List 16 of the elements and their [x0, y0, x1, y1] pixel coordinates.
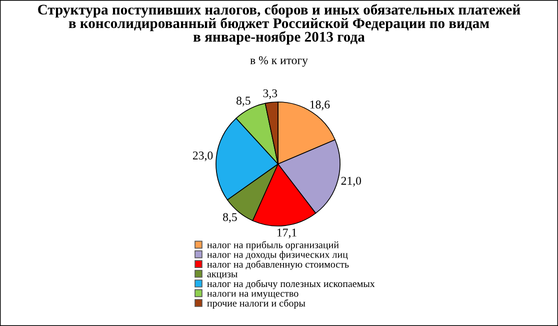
legend-label: акцизы: [207, 272, 238, 280]
legend-label: прочие налоги и сборы: [207, 299, 306, 309]
legend-label: налог на доходы физических лиц: [207, 250, 348, 260]
legend-label: налог на добычу полезных ископаемых: [207, 280, 375, 290]
legend-label: налоги на имущество: [207, 292, 298, 299]
data-label: 17,1: [277, 228, 296, 238]
data-label: 8,5: [223, 213, 237, 223]
data-label: 18,6: [310, 100, 330, 110]
chart-subtitle: в % к итогу: [250, 56, 308, 67]
data-label: 23,0: [192, 152, 213, 162]
data-label: 8,5: [236, 96, 250, 106]
legend-label: налог на добавленную стоимость: [207, 260, 349, 270]
chart-title: Структура поступивших налогов, сборов и иных обязательных платежей в консолидированный бюджет Российской Федерации по видам в январе-ноябре 2013 года: [38, 4, 520, 45]
data-label: 21,0: [341, 176, 362, 187]
legend-label: налог на прибыль организаций: [207, 241, 339, 250]
data-label: 3,3: [263, 89, 278, 99]
